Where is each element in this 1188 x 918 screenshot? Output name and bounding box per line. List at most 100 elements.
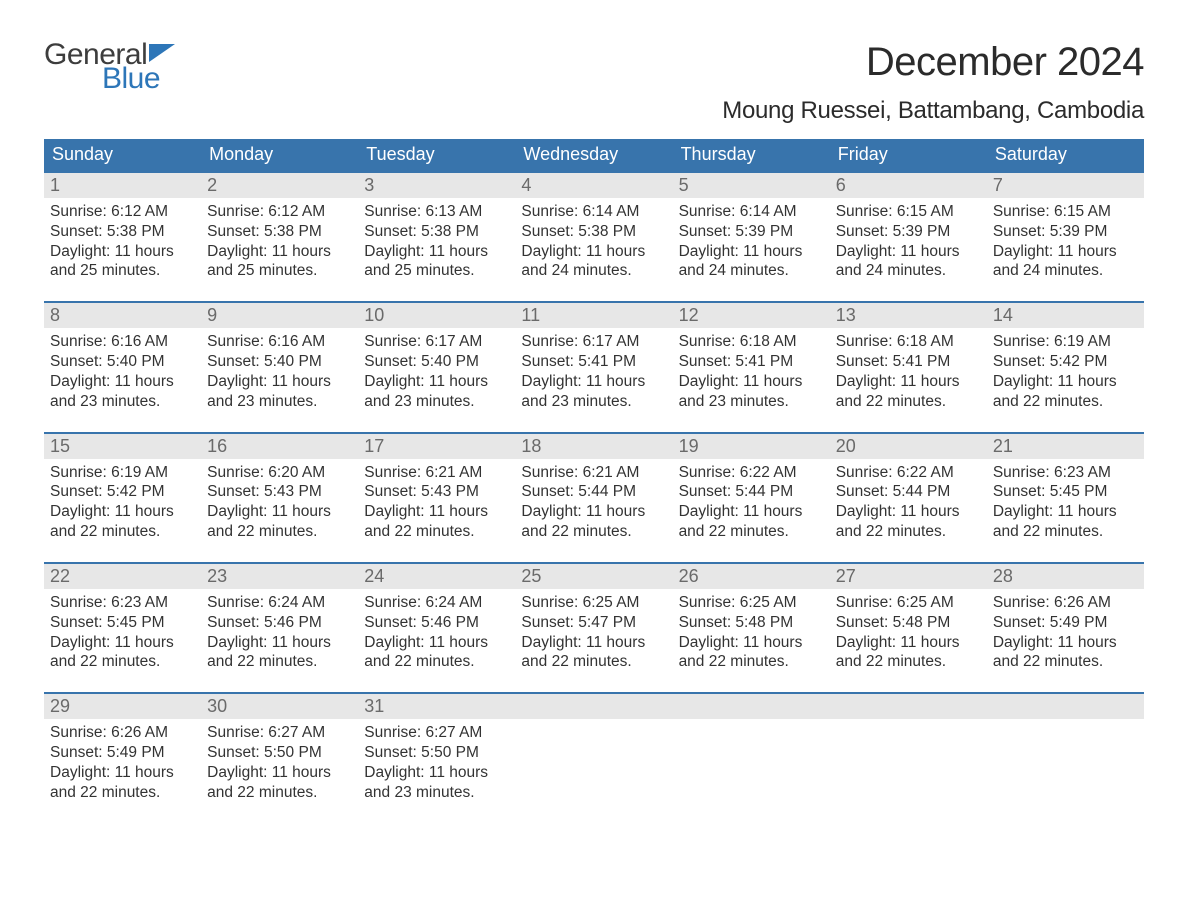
calendar-cell: Sunrise: 6:15 AMSunset: 5:39 PMDaylight:… bbox=[830, 198, 987, 283]
daylight-text-1: Daylight: 11 hours bbox=[993, 633, 1138, 653]
sunset-text: Sunset: 5:45 PM bbox=[993, 482, 1138, 502]
sunset-text: Sunset: 5:39 PM bbox=[836, 222, 981, 242]
calendar-week: 15161718192021Sunrise: 6:19 AMSunset: 5:… bbox=[44, 432, 1144, 544]
day-number: 22 bbox=[44, 564, 201, 589]
sunset-text: Sunset: 5:41 PM bbox=[679, 352, 824, 372]
calendar: Sunday Monday Tuesday Wednesday Thursday… bbox=[44, 139, 1144, 805]
calendar-cell: Sunrise: 6:24 AMSunset: 5:46 PMDaylight:… bbox=[201, 589, 358, 674]
sunset-text: Sunset: 5:40 PM bbox=[364, 352, 509, 372]
daylight-text-1: Daylight: 11 hours bbox=[836, 242, 981, 262]
daylight-text-1: Daylight: 11 hours bbox=[993, 242, 1138, 262]
daylight-text-1: Daylight: 11 hours bbox=[207, 763, 352, 783]
daylight-text-2: and 22 minutes. bbox=[50, 522, 195, 542]
day-number: 21 bbox=[987, 434, 1144, 459]
sunset-text: Sunset: 5:42 PM bbox=[50, 482, 195, 502]
sunrise-text: Sunrise: 6:21 AM bbox=[364, 463, 509, 483]
sunset-text: Sunset: 5:41 PM bbox=[521, 352, 666, 372]
day-number: 26 bbox=[673, 564, 830, 589]
sunrise-text: Sunrise: 6:23 AM bbox=[50, 593, 195, 613]
sunset-text: Sunset: 5:43 PM bbox=[364, 482, 509, 502]
day-of-week-header: Sunday Monday Tuesday Wednesday Thursday… bbox=[44, 139, 1144, 171]
sunrise-text: Sunrise: 6:21 AM bbox=[521, 463, 666, 483]
brand-word-2: Blue bbox=[102, 64, 175, 94]
daylight-text-2: and 24 minutes. bbox=[993, 261, 1138, 281]
calendar-cell: Sunrise: 6:22 AMSunset: 5:44 PMDaylight:… bbox=[830, 459, 987, 544]
calendar-cell: Sunrise: 6:21 AMSunset: 5:44 PMDaylight:… bbox=[515, 459, 672, 544]
daylight-text-2: and 22 minutes. bbox=[993, 392, 1138, 412]
dow-friday: Friday bbox=[830, 139, 987, 171]
daylight-text-1: Daylight: 11 hours bbox=[207, 372, 352, 392]
calendar-cell: Sunrise: 6:26 AMSunset: 5:49 PMDaylight:… bbox=[987, 589, 1144, 674]
day-number: 11 bbox=[515, 303, 672, 328]
calendar-week: 891011121314Sunrise: 6:16 AMSunset: 5:40… bbox=[44, 301, 1144, 413]
sunrise-text: Sunrise: 6:23 AM bbox=[993, 463, 1138, 483]
day-number: 5 bbox=[673, 173, 830, 198]
daylight-text-2: and 22 minutes. bbox=[364, 522, 509, 542]
sunrise-text: Sunrise: 6:26 AM bbox=[50, 723, 195, 743]
day-number: 10 bbox=[358, 303, 515, 328]
daylight-text-1: Daylight: 11 hours bbox=[993, 372, 1138, 392]
calendar-cell: Sunrise: 6:17 AMSunset: 5:41 PMDaylight:… bbox=[515, 328, 672, 413]
calendar-cell: Sunrise: 6:18 AMSunset: 5:41 PMDaylight:… bbox=[673, 328, 830, 413]
sunrise-text: Sunrise: 6:26 AM bbox=[993, 593, 1138, 613]
calendar-cell bbox=[830, 719, 987, 804]
daylight-text-2: and 25 minutes. bbox=[207, 261, 352, 281]
dow-thursday: Thursday bbox=[673, 139, 830, 171]
daylight-text-2: and 22 minutes. bbox=[521, 652, 666, 672]
daylight-text-1: Daylight: 11 hours bbox=[50, 242, 195, 262]
sunrise-text: Sunrise: 6:12 AM bbox=[50, 202, 195, 222]
sunset-text: Sunset: 5:47 PM bbox=[521, 613, 666, 633]
calendar-cell: Sunrise: 6:24 AMSunset: 5:46 PMDaylight:… bbox=[358, 589, 515, 674]
day-number: 2 bbox=[201, 173, 358, 198]
dow-tuesday: Tuesday bbox=[358, 139, 515, 171]
day-number: 7 bbox=[987, 173, 1144, 198]
daylight-text-2: and 25 minutes. bbox=[364, 261, 509, 281]
calendar-cell: Sunrise: 6:27 AMSunset: 5:50 PMDaylight:… bbox=[201, 719, 358, 804]
sunset-text: Sunset: 5:40 PM bbox=[50, 352, 195, 372]
day-number: 8 bbox=[44, 303, 201, 328]
daylight-text-2: and 23 minutes. bbox=[521, 392, 666, 412]
daylight-text-2: and 22 minutes. bbox=[50, 783, 195, 803]
calendar-cell: Sunrise: 6:25 AMSunset: 5:47 PMDaylight:… bbox=[515, 589, 672, 674]
daylight-text-1: Daylight: 11 hours bbox=[521, 242, 666, 262]
day-number-row: 293031 bbox=[44, 694, 1144, 719]
daylight-text-2: and 22 minutes. bbox=[364, 652, 509, 672]
header: General Blue December 2024 Moung Ruessei… bbox=[44, 40, 1144, 125]
daylight-text-1: Daylight: 11 hours bbox=[679, 502, 824, 522]
location-subtitle: Moung Ruessei, Battambang, Cambodia bbox=[722, 97, 1144, 125]
day-number: 24 bbox=[358, 564, 515, 589]
daylight-text-2: and 25 minutes. bbox=[50, 261, 195, 281]
daylight-text-1: Daylight: 11 hours bbox=[521, 633, 666, 653]
sunset-text: Sunset: 5:48 PM bbox=[836, 613, 981, 633]
sunset-text: Sunset: 5:50 PM bbox=[364, 743, 509, 763]
daylight-text-1: Daylight: 11 hours bbox=[679, 242, 824, 262]
calendar-cell: Sunrise: 6:17 AMSunset: 5:40 PMDaylight:… bbox=[358, 328, 515, 413]
sunset-text: Sunset: 5:44 PM bbox=[679, 482, 824, 502]
calendar-cell: Sunrise: 6:12 AMSunset: 5:38 PMDaylight:… bbox=[44, 198, 201, 283]
daylight-text-1: Daylight: 11 hours bbox=[993, 502, 1138, 522]
day-number: 6 bbox=[830, 173, 987, 198]
sunrise-text: Sunrise: 6:14 AM bbox=[521, 202, 666, 222]
daylight-text-1: Daylight: 11 hours bbox=[679, 633, 824, 653]
daylight-text-2: and 24 minutes. bbox=[679, 261, 824, 281]
daylight-text-2: and 22 minutes. bbox=[993, 522, 1138, 542]
sunset-text: Sunset: 5:38 PM bbox=[207, 222, 352, 242]
daylight-text-1: Daylight: 11 hours bbox=[521, 372, 666, 392]
calendar-cell: Sunrise: 6:23 AMSunset: 5:45 PMDaylight:… bbox=[44, 589, 201, 674]
day-number: 1 bbox=[44, 173, 201, 198]
daylight-text-2: and 23 minutes. bbox=[50, 392, 195, 412]
daylight-text-1: Daylight: 11 hours bbox=[364, 763, 509, 783]
daylight-text-1: Daylight: 11 hours bbox=[836, 372, 981, 392]
sunset-text: Sunset: 5:39 PM bbox=[679, 222, 824, 242]
day-number-row: 15161718192021 bbox=[44, 434, 1144, 459]
daylight-text-2: and 22 minutes. bbox=[207, 522, 352, 542]
daylight-text-2: and 22 minutes. bbox=[679, 652, 824, 672]
sunset-text: Sunset: 5:42 PM bbox=[993, 352, 1138, 372]
daylight-text-1: Daylight: 11 hours bbox=[364, 372, 509, 392]
daylight-text-2: and 22 minutes. bbox=[50, 652, 195, 672]
day-number: 18 bbox=[515, 434, 672, 459]
daylight-text-1: Daylight: 11 hours bbox=[836, 502, 981, 522]
sunrise-text: Sunrise: 6:13 AM bbox=[364, 202, 509, 222]
sunset-text: Sunset: 5:44 PM bbox=[521, 482, 666, 502]
sunrise-text: Sunrise: 6:27 AM bbox=[364, 723, 509, 743]
